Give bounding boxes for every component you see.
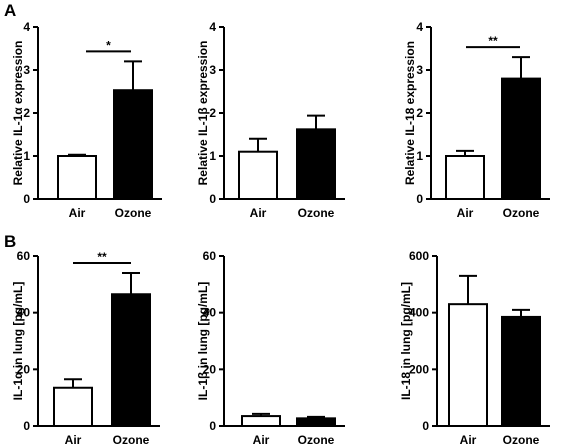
y-tick-label: 1: [416, 149, 423, 163]
bar-air: [238, 150, 278, 200]
chart-2: 0 1 2 3 4 Relative IL-1β expression Air Ozone: [196, 20, 345, 220]
y-tick-label: 4: [209, 20, 216, 34]
y-tick-label: 3: [416, 63, 423, 77]
category-label: Air: [69, 206, 86, 220]
significance-marker: **: [97, 250, 107, 264]
y-tick-label: 20: [203, 362, 217, 376]
category-label: Ozone: [298, 433, 335, 447]
y-tick-label: 3: [209, 63, 216, 77]
y-tick-label: 4: [416, 20, 423, 34]
category-label: Ozone: [113, 433, 150, 447]
y-axis-label: Relative IL-1α expression: [11, 41, 25, 186]
bar-ozone: [501, 77, 541, 200]
chart-5: 0 20 40 60 IL-1β in lung [pg/mL] Air Ozone: [196, 249, 345, 447]
panel-label-b: B: [4, 232, 16, 251]
category-label: Ozone: [503, 433, 540, 447]
bar-ozone: [296, 128, 336, 200]
y-tick-label: 40: [203, 306, 217, 320]
bar-ozone: [113, 89, 153, 200]
y-tick-label: 40: [17, 306, 31, 320]
bar-ozone: [296, 417, 336, 428]
y-tick-label: 1: [209, 149, 216, 163]
chart-1: 0 1 2 3 4 Relative IL-1α expression Air Ozone *: [11, 20, 162, 220]
category-label: Ozone: [298, 206, 335, 220]
y-tick-label: 2: [209, 106, 216, 120]
significance-marker: *: [106, 38, 111, 52]
y-tick-label: 60: [203, 249, 217, 263]
y-tick-label: 600: [409, 249, 429, 263]
bar-air: [53, 386, 93, 427]
bar-ozone: [111, 293, 151, 427]
bar-air: [445, 155, 485, 200]
y-tick-label: 0: [23, 192, 30, 206]
bar-air: [448, 303, 488, 427]
panel-label-a: A: [4, 1, 16, 20]
category-label: Ozone: [115, 206, 152, 220]
y-tick-label: 400: [409, 306, 429, 320]
y-tick-label: 2: [23, 106, 30, 120]
y-tick-label: 4: [23, 20, 30, 34]
y-tick-label: 3: [23, 63, 30, 77]
bar-air: [241, 415, 281, 428]
y-tick-label: 60: [17, 249, 31, 263]
category-label: Air: [65, 433, 82, 447]
y-tick-label: 2: [416, 106, 423, 120]
y-axis-label: IL-1α in lung [pg/mL]: [11, 282, 25, 401]
significance-marker: **: [488, 34, 498, 48]
y-tick-label: 0: [209, 192, 216, 206]
y-tick-label: 200: [409, 362, 429, 376]
category-label: Air: [457, 206, 474, 220]
y-tick-label: 0: [23, 419, 30, 433]
y-tick-label: 0: [416, 192, 423, 206]
category-label: Ozone: [503, 206, 540, 220]
chart-6: 0 200 400 600 IL-18 in lung [pg/mL] Air Ozone: [399, 249, 550, 447]
y-axis-label: IL-18 in lung [pg/mL]: [399, 282, 413, 400]
chart-3: 0 1 2 3 4 Relative IL-18 expression Air Ozone **: [403, 20, 550, 220]
category-label: Air: [253, 433, 270, 447]
y-tick-label: 0: [209, 419, 216, 433]
bar-ozone: [501, 315, 541, 427]
y-axis-label: Relative IL-18 expression: [403, 41, 417, 185]
y-axis-label: Relative IL-1β expression: [196, 41, 210, 186]
y-tick-label: 20: [17, 362, 31, 376]
category-label: Air: [460, 433, 477, 447]
y-tick-label: 1: [23, 149, 30, 163]
chart-4: 0 20 40 60 IL-1α in lung [pg/mL] Air Ozone **: [11, 249, 160, 447]
y-tick-label: 0: [422, 419, 429, 433]
category-label: Air: [250, 206, 267, 220]
y-axis-label: IL-1β in lung [pg/mL]: [196, 282, 210, 401]
bar-air: [57, 155, 97, 200]
